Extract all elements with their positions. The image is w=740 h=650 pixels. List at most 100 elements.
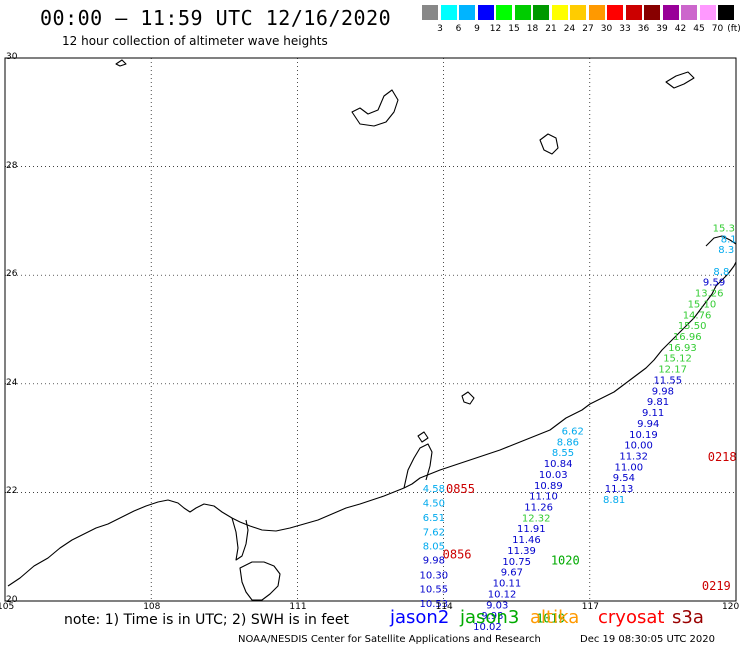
wave-height-value: 7.62	[423, 527, 445, 538]
wave-height-value: 9.11	[642, 408, 664, 419]
wave-height-value: 10.00	[624, 441, 653, 452]
legend-swatch	[644, 5, 660, 20]
wave-height-value: 11.26	[524, 503, 553, 514]
wave-height-value: 9.98	[652, 386, 674, 397]
pass-time-label: 0219	[702, 579, 731, 593]
satellite-legend-item: jason2	[390, 607, 450, 628]
legend-swatch	[533, 5, 549, 20]
longitude-label: 114	[435, 602, 453, 612]
wave-height-value: 10.02	[473, 622, 502, 633]
legend-swatch	[570, 5, 586, 20]
graticule	[4, 57, 737, 602]
wave-height-value: 9.94	[637, 419, 659, 430]
legend-swatch	[422, 5, 438, 20]
legend-label: 15	[508, 24, 520, 34]
wave-height-value: 9.67	[501, 568, 523, 579]
wave-height-value: 11.39	[507, 546, 536, 557]
legend-swatch	[607, 5, 623, 20]
legend-swatch	[440, 5, 457, 20]
wave-height-value: 9.81	[647, 397, 669, 408]
latitude-label: 20	[6, 595, 18, 605]
wave-height-value: 6.62	[562, 426, 584, 437]
wave-height-value: 11.10	[529, 492, 558, 503]
wave-height-value: 11.55	[653, 375, 682, 386]
longitude-label: 105	[0, 602, 15, 612]
longitude-label: 117	[581, 602, 599, 612]
legend-label: 39	[656, 24, 668, 34]
legend-label: 12	[489, 24, 502, 34]
wave-height-value: 6.51	[423, 513, 445, 524]
wave-height-value: 15.50	[678, 321, 707, 332]
wave-height-value: 10.75	[502, 557, 531, 568]
latitude-label: 30	[6, 52, 18, 62]
wave-height-value: 15.12	[663, 354, 692, 365]
legend-swatch	[514, 5, 531, 20]
wave-height-value: 10.30	[420, 570, 449, 581]
legend-label: 45	[693, 24, 705, 34]
hainan-island	[239, 561, 281, 601]
wave-height-value: 11.13	[605, 484, 634, 495]
chart-subtitle: 12 hour collection of altimeter wave hei…	[62, 34, 328, 48]
legend-unit: (ft)	[727, 24, 740, 34]
latitude-label: 28	[6, 160, 18, 171]
wave-height-value: 8.81	[603, 495, 625, 506]
latitude-label: 22	[6, 486, 18, 497]
islands-north	[665, 71, 695, 89]
longitude-label: 111	[289, 602, 307, 612]
wave-height-value: 12.17	[658, 365, 687, 376]
islands-east	[539, 133, 559, 155]
wave-height-value: 11.00	[614, 462, 643, 473]
wave-height-value: 11.32	[619, 451, 648, 462]
legend-label: 21	[545, 24, 557, 34]
island-small-b	[417, 431, 429, 443]
legend-swatch	[681, 5, 697, 20]
satellite-legend-item: cryosat	[598, 607, 665, 628]
wave-height-value: 4.58	[423, 484, 445, 495]
legend-swatch	[459, 5, 475, 20]
wave-height-value: 8.05	[423, 542, 445, 553]
wave-height-value: 15.10	[688, 299, 717, 310]
wave-height-value: 15.3	[713, 223, 735, 234]
wave-height-value: 10.53	[420, 599, 449, 610]
legend-swatch	[699, 5, 716, 20]
wave-height-value: 10.03	[539, 470, 568, 481]
wave-height-value: 8.3	[718, 245, 734, 256]
legend-swatch	[588, 5, 605, 20]
legend-swatch	[551, 5, 568, 20]
wave-height-value: 12.32	[522, 513, 551, 524]
legend-label: 3	[437, 24, 443, 34]
wave-height-value: 10.89	[534, 481, 563, 492]
leizhou-peninsula	[231, 517, 249, 561]
wave-height-value: 16.93	[668, 343, 697, 354]
legend-label: 70	[711, 24, 724, 34]
wave-height-value: 8.1	[721, 234, 737, 245]
wave-height-value: 9.54	[613, 473, 635, 484]
wave-height-value: 9.93	[481, 611, 503, 622]
legend-label: 36	[637, 24, 650, 34]
legend-label: 18	[526, 24, 539, 34]
pass-time-label: 1019	[536, 611, 565, 625]
legend-swatch	[662, 5, 679, 20]
wave-height-value: 8.8	[713, 267, 729, 278]
mainland-coast	[7, 261, 737, 587]
wave-height-value: 14.76	[683, 310, 712, 321]
pearl-river-estuary	[403, 443, 433, 489]
island-penghu	[461, 391, 475, 405]
wave-height-value: 10.55	[420, 585, 449, 596]
legend-swatch	[477, 5, 494, 20]
wave-height-value: 8.86	[557, 437, 579, 448]
legend-label: 6	[455, 24, 462, 34]
coastline	[7, 59, 737, 601]
wave-height-value: 10.12	[488, 589, 517, 600]
wave-height-value: 10.19	[629, 430, 658, 441]
footer-note: note: 1) Time is in UTC; 2) SWH is in fe…	[64, 612, 350, 628]
latitude-label: 26	[6, 269, 18, 280]
longitude-label: 120	[722, 602, 740, 612]
coast-northeast-fringe	[705, 235, 737, 247]
credit-line: NOAA/NESDIS Center for Satellite Applica…	[238, 634, 541, 645]
legend-label: 9	[474, 24, 480, 34]
legend-label: 42	[674, 24, 687, 34]
legend-label: 33	[619, 24, 631, 34]
pass-time-label: 0218	[708, 450, 737, 464]
